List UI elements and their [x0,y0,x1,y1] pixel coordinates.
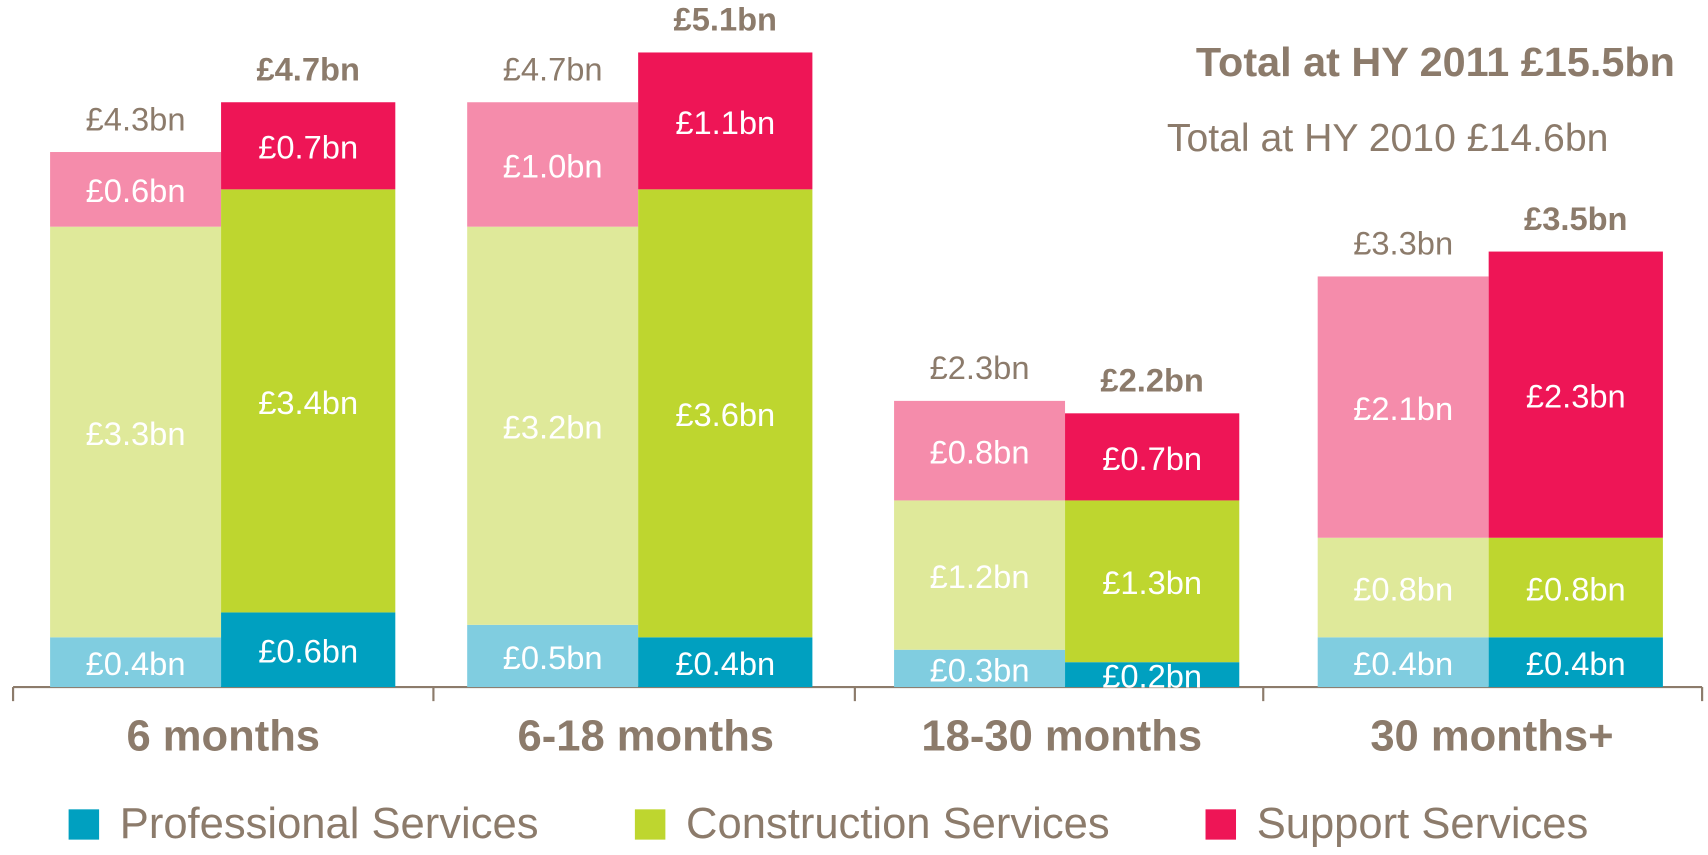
value-label: £1.0bn [503,148,603,184]
bar-segment [1065,413,1240,501]
bar-segment [1317,537,1489,638]
value-label: £0.2bn [1102,659,1202,695]
bar-segment [638,189,813,638]
bar-segment [1488,637,1663,688]
value-label: £0.8bn [930,435,1030,471]
bar-segment [221,612,396,688]
bar-segment [221,102,396,190]
value-label: £3.4bn [258,385,358,421]
total-label: £3.3bn [1353,226,1453,262]
value-label: £0.8bn [1353,572,1453,608]
annotation: Total at HY 2011 £15.5bn [1196,39,1675,85]
value-label: £3.6bn [675,397,775,433]
bar-segment [467,624,639,688]
value-label: £1.1bn [675,105,775,141]
bar-segment [221,189,396,613]
legend-swatch [68,809,100,840]
value-label: £0.4bn [1353,646,1453,682]
x-tick-label: 30 months+ [1370,713,1613,761]
value-label: £0.6bn [258,634,358,670]
value-label: £0.7bn [258,130,358,166]
legend-swatch [634,809,666,840]
value-label: £0.4bn [675,646,775,682]
legend-swatch [1205,809,1237,840]
bar-segment [1065,500,1240,663]
bar-segment [894,649,1066,688]
bar-segment [894,500,1066,650]
value-label: £0.8bn [1526,572,1626,608]
total-label: £4.7bn [503,52,603,88]
value-label: £0.7bn [1102,441,1202,477]
bar-segment [467,102,639,227]
value-label: £0.3bn [930,652,1030,688]
total-label: £2.2bn [1100,363,1203,399]
x-tick-label: 6-18 months [518,713,774,761]
bar-segment [1317,276,1489,538]
value-label: £0.4bn [1526,646,1626,682]
value-label: £3.2bn [503,410,603,446]
bar-segment [1317,637,1489,688]
value-label: £1.3bn [1102,565,1202,601]
bar-segment [638,637,813,688]
x-tick-label: 18-30 months [921,713,1202,761]
legend-label: Professional Services [120,800,539,848]
value-label: £3.3bn [86,416,186,452]
bar-segment [50,637,222,688]
value-label: £0.6bn [86,173,186,209]
plot: Total at HY 2011 £15.5bn Total at HY 201… [11,2,1704,848]
legend-label: Construction Services [686,800,1110,848]
bar-segment [894,400,1066,501]
legend-label: Support Services [1257,800,1589,848]
total-label: £5.1bn [674,2,777,38]
bar-segment [1488,537,1663,638]
annotation: Total at HY 2010 £14.6bn [1167,117,1609,160]
bar-segment [50,226,222,638]
value-label: £0.5bn [503,640,603,676]
value-label: £1.2bn [930,559,1030,595]
total-label: £3.5bn [1524,201,1627,237]
total-label: £4.3bn [86,101,186,137]
total-label: £2.3bn [930,350,1030,386]
bar-segment [467,226,639,625]
total-label: £4.7bn [256,52,359,88]
bar-segment [1488,251,1663,538]
bar-segment [1065,662,1240,688]
value-label: £2.1bn [1353,391,1453,427]
value-label: £0.4bn [86,646,186,682]
bar-segment [50,152,222,227]
bar-segment [638,52,813,190]
x-tick-label: 6 months [126,713,320,761]
value-label: £2.3bn [1526,379,1626,415]
